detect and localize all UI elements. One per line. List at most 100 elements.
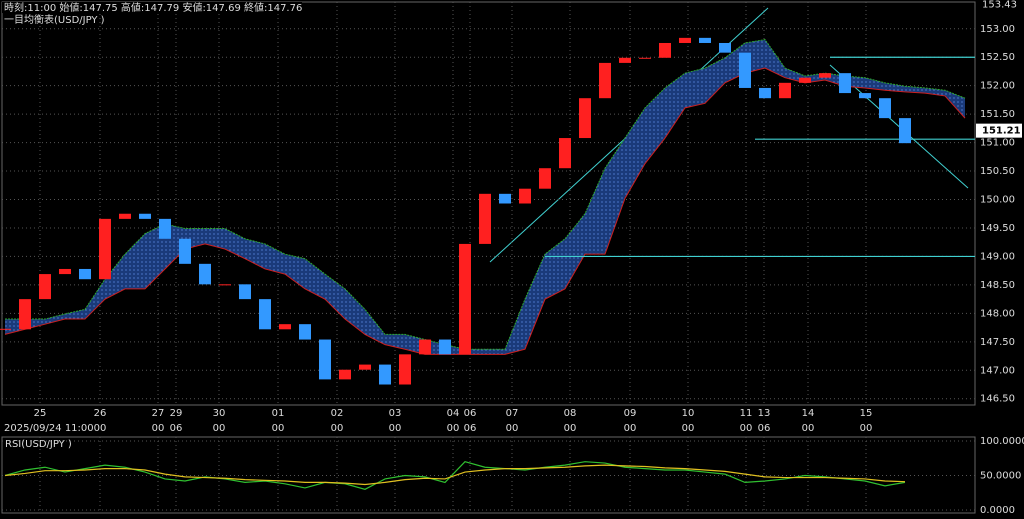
price-marker: 153.43 — [982, 0, 1017, 10]
x-day-label: 02 — [331, 408, 344, 419]
candle — [539, 168, 551, 189]
candle — [119, 213, 131, 219]
y-tick-label: 100.0000 — [980, 436, 1024, 447]
candle — [419, 339, 431, 355]
candle — [279, 324, 291, 330]
info: 時刻:11:00 始値:147.75 高値:147.79 安値:147.69 終… — [4, 1, 302, 14]
candle — [99, 218, 111, 280]
candle — [819, 73, 831, 78]
y-tick-label: 150.00 — [980, 195, 1015, 206]
x-hour-label: 06 — [758, 423, 771, 434]
x-hour-label: 00 — [802, 423, 815, 434]
candle — [879, 98, 891, 119]
x-day-label: 07 — [506, 408, 519, 419]
candle — [679, 37, 691, 43]
candle — [339, 369, 351, 380]
candle — [259, 299, 271, 330]
candle — [499, 193, 511, 204]
x-hour-label: 00 — [213, 423, 226, 434]
candle — [139, 213, 151, 219]
y-tick-label: 153.00 — [980, 24, 1015, 35]
candle — [19, 299, 31, 330]
candle — [639, 57, 651, 59]
candle — [799, 77, 811, 83]
x-day-label: 13 — [758, 408, 771, 419]
y-tick-label: 151.50 — [980, 109, 1015, 120]
candle — [199, 263, 211, 285]
candle — [79, 268, 91, 280]
candle — [399, 354, 411, 385]
candle — [899, 118, 911, 144]
candle — [619, 57, 631, 63]
candle — [39, 274, 51, 300]
candle — [519, 188, 531, 204]
x-day-label: 03 — [389, 408, 402, 419]
x-hour-label: 00 — [506, 423, 519, 434]
y-tick-label: 150.50 — [980, 166, 1015, 177]
candle — [59, 268, 71, 275]
cloud-line — [5, 39, 966, 350]
x-day-label: 10 — [682, 408, 695, 419]
y-tick-label: 146.50 — [980, 394, 1015, 405]
x-hour-label: 00 — [740, 423, 753, 434]
candle — [319, 339, 331, 380]
candle — [479, 193, 491, 244]
y-tick-label: 0.0000 — [980, 505, 1015, 516]
candle — [299, 324, 311, 340]
candle — [219, 284, 231, 286]
x-hour-label: 00 — [860, 423, 873, 434]
y-tick-label: 149.50 — [980, 223, 1015, 234]
candle — [719, 42, 731, 53]
candle — [459, 243, 471, 355]
x-day-label: 04 — [447, 408, 460, 419]
x-hour-label: 00 — [389, 423, 402, 434]
x-hour-label: 00 — [564, 423, 577, 434]
candle — [659, 42, 671, 58]
rsi-title: RSI(USD/JPY ) — [5, 439, 72, 450]
x-day-label: 26 — [94, 408, 107, 419]
x-hour-label: 06 — [170, 423, 183, 434]
y-tick-label: 152.00 — [980, 81, 1015, 92]
x-hour-label: 00 — [682, 423, 695, 434]
candle — [859, 93, 871, 99]
x-day-label: 15 — [860, 408, 873, 419]
chart-title: 一目均衡表(USD/JPY ) — [4, 13, 105, 26]
candle — [779, 82, 791, 99]
candle — [359, 364, 371, 370]
x-hour-label: 00 — [272, 423, 285, 434]
rsi-line — [4, 464, 906, 486]
y-tick-label: 149.00 — [980, 251, 1015, 262]
candle — [699, 37, 711, 43]
x-day-label: 01 — [272, 408, 285, 419]
x-day-label: 30 — [213, 408, 226, 419]
candle — [599, 62, 611, 99]
x-day-label: 25 — [34, 408, 47, 419]
candle — [839, 73, 851, 94]
y-tick-label: 148.50 — [980, 280, 1015, 291]
candle — [739, 52, 751, 88]
y-tick-label: 147.00 — [980, 365, 1015, 376]
x-day-label: 06 — [464, 408, 477, 419]
x-hour-label: 00 — [447, 423, 460, 434]
rsi-line — [4, 461, 906, 490]
x-day-label: 11 — [740, 408, 753, 419]
candle — [439, 339, 451, 355]
info-bg — [2, 2, 302, 13]
candle — [179, 238, 191, 264]
date-label: 2025/09/24 11:00 — [4, 423, 94, 434]
x-hour-label: 00 — [624, 423, 637, 434]
y-tick-label: 152.50 — [980, 52, 1015, 63]
x-day-label: 14 — [802, 408, 815, 419]
price-pane — [1, 1, 976, 406]
x-day-label: 29 — [170, 408, 183, 419]
x-hour-label: 00 — [152, 423, 165, 434]
x-day-label: 09 — [624, 408, 637, 419]
candle — [239, 284, 251, 300]
x-hour-label: 06 — [464, 423, 477, 434]
candle — [759, 87, 771, 99]
candle — [559, 138, 571, 169]
candle — [379, 364, 391, 385]
x-day-label: 27 — [152, 408, 165, 419]
